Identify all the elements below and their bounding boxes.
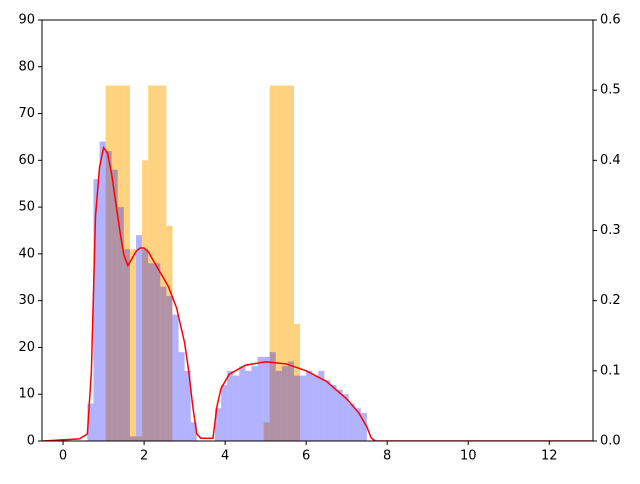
x-tick-label: 4 — [221, 449, 229, 464]
histogram-bar — [245, 370, 252, 441]
histogram-bar — [233, 375, 240, 441]
y2-tick-label: 0.3 — [600, 223, 621, 238]
y-tick-label: 50 — [18, 200, 35, 215]
histogram-bar — [275, 85, 282, 441]
histogram-bar — [275, 370, 282, 441]
x-tick-label: 2 — [140, 449, 148, 464]
histogram-bar — [135, 235, 143, 441]
y2-tick-label: 0.4 — [600, 153, 621, 168]
y2-tick-label: 0.1 — [600, 363, 621, 378]
histogram-bar — [324, 380, 331, 441]
histogram-bar — [142, 249, 149, 441]
histogram-bar — [178, 352, 185, 441]
histogram-bar — [129, 249, 136, 441]
histogram-bar — [160, 85, 167, 441]
y2-tick-label: 0.0 — [600, 434, 621, 449]
histogram-bar — [312, 375, 319, 441]
histogram-bar — [166, 225, 173, 441]
histogram-bar — [294, 375, 301, 441]
histogram-bar — [239, 366, 246, 441]
histogram-bar — [287, 361, 295, 441]
histogram-bar — [135, 436, 143, 441]
histogram-bar — [251, 366, 258, 441]
kde-line — [42, 145, 593, 441]
histogram-bar — [129, 436, 136, 441]
histogram-bar — [214, 408, 222, 441]
y-tick-label: 90 — [18, 13, 35, 28]
histogram-bar — [269, 85, 276, 441]
histogram-bar — [336, 389, 343, 441]
x-tick-label: 0 — [59, 449, 67, 464]
histogram-bar — [269, 352, 276, 441]
histogram-bar — [99, 141, 106, 441]
histogram-bar — [160, 286, 167, 441]
histogram-bar — [287, 85, 295, 441]
y-tick-label: 30 — [18, 293, 35, 308]
histogram-bar — [354, 408, 361, 441]
histogram-bar — [123, 249, 130, 441]
x-tick-label: 8 — [383, 449, 391, 464]
y-tick-label: 70 — [18, 106, 35, 121]
histogram-bar — [93, 179, 100, 441]
y-tick-label: 80 — [18, 59, 35, 74]
histogram-bar — [257, 356, 264, 441]
y-tick-label: 0 — [27, 434, 35, 449]
y2-tick-label: 0.6 — [600, 13, 621, 28]
y2-tick-label: 0.2 — [600, 293, 621, 308]
histogram-bar — [281, 85, 288, 441]
histogram-bar — [360, 412, 367, 441]
histogram-bar — [221, 384, 228, 441]
histogram-bar — [148, 85, 155, 441]
histogram-bar — [142, 160, 149, 441]
histogram-bar — [306, 370, 313, 441]
y2-tick-label: 0.5 — [600, 83, 621, 98]
histogram-bar — [348, 403, 355, 441]
histogram-bar — [154, 85, 161, 441]
histogram-bar — [227, 370, 234, 441]
histogram-bar — [166, 295, 173, 441]
histogram-bar — [87, 403, 94, 441]
histogram-bar — [172, 314, 179, 441]
histogram-bar — [117, 207, 124, 441]
histogram-bar — [105, 85, 112, 441]
histogram-bar — [154, 263, 161, 441]
histogram-bar — [117, 85, 124, 441]
histogram-bar — [330, 384, 337, 441]
histogram-bar — [318, 370, 325, 441]
plot-frame — [41, 19, 594, 442]
histogram-bar — [263, 356, 270, 441]
histogram-bar — [300, 375, 307, 441]
y-tick-label: 60 — [18, 153, 35, 168]
histogram-bar — [111, 169, 118, 441]
y-tick-label: 10 — [18, 387, 35, 402]
histogram-bar — [105, 150, 112, 441]
histogram-bar — [184, 370, 191, 441]
x-tick-label: 6 — [302, 449, 310, 464]
x-tick-label: 12 — [541, 449, 558, 464]
histogram-bar — [281, 366, 288, 441]
histogram-bar — [294, 324, 301, 441]
histogram-bar — [111, 85, 118, 441]
histogram-bar — [263, 422, 270, 441]
y-tick-label: 40 — [18, 246, 35, 261]
histogram-bar — [148, 263, 155, 441]
y-tick-label: 20 — [18, 340, 35, 355]
histogram-bar — [190, 422, 197, 441]
x-tick-label: 10 — [460, 449, 477, 464]
histogram-bar — [342, 394, 349, 441]
